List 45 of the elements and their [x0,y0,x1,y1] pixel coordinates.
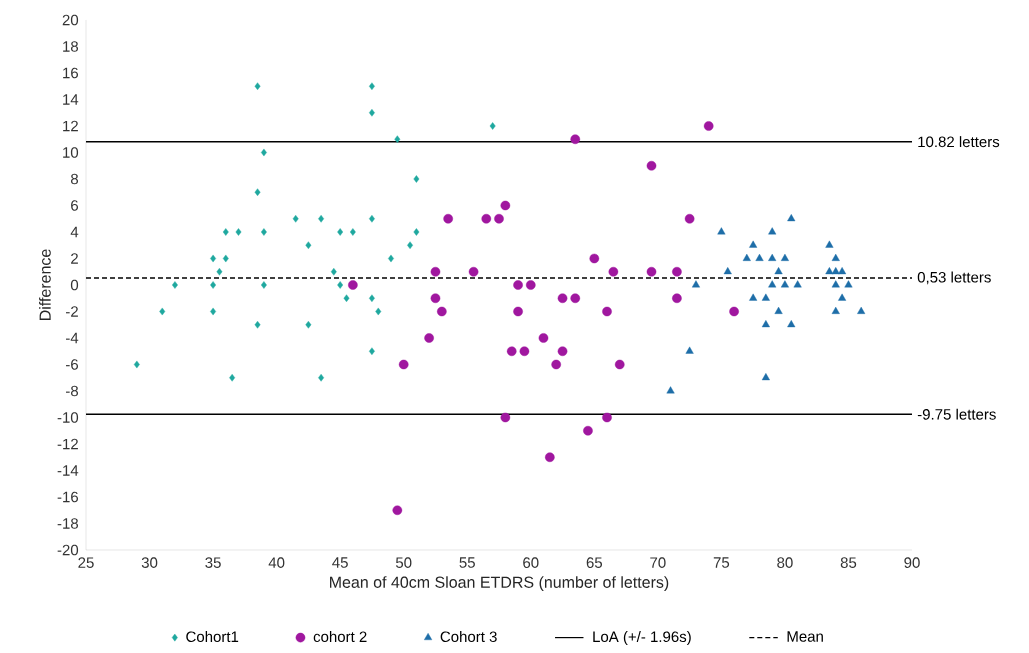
x-tick-label: 45 [332,557,348,568]
y-tick-label: 12 [63,120,78,132]
y-tick-label: 20 [62,14,79,26]
y-tick-label: -4 [66,332,79,344]
y-tick-label: 18 [63,41,79,52]
y-tick-label: -2 [66,306,78,317]
x-tick-label: 40 [268,557,285,568]
x-tick-label: 80 [777,557,793,568]
y-tick-label: 10 [63,147,79,158]
y-tick-label: -12 [57,438,78,450]
y-tick-label: -20 [57,544,79,556]
x-tick-label: 50 [395,557,412,568]
text: LoA (+/- 1.96s) [593,631,691,646]
y-tick-label: 16 [63,67,79,79]
x-tick-label: 65 [586,557,603,568]
y-tick-label: -6 [66,359,79,370]
x-tick-label: 25 [78,557,94,568]
y-tick-label: -18 [57,518,79,529]
legend-label: cohort 2 [313,631,367,643]
y-tick-label: 0 [70,279,79,291]
ref-line-label: -9.75 letters [917,408,996,420]
x-tick-label: 70 [650,557,666,568]
legend-label: Cohort1 [186,631,239,643]
text: Mean [787,631,823,642]
y-tick-label: -10 [57,412,79,423]
ref-line-label: 0,53 letters [917,271,991,285]
ref-line-label: 10.82 letters [918,136,1000,148]
y-tick-label: 14 [63,94,79,105]
y-tick-label: -8 [66,385,79,397]
x-tick-label: 75 [713,557,730,568]
y-tick-label: 2 [71,253,78,264]
x-tick-label: 90 [904,557,920,568]
x-tick-label: 35 [205,557,221,568]
x-tick-label: 55 [459,557,475,568]
y-tick-label: 6 [71,200,79,211]
y-tick-label: -14 [57,465,79,476]
x-tick-label: 85 [840,557,857,568]
y-tick-label: -16 [57,491,79,503]
x-tick-label: 60 [523,557,539,568]
y-tick-label: 8 [70,173,79,185]
x-tick-label: 30 [141,557,158,568]
x-axis-title: Mean of 40cm Sloan ETDRS (number of letters) [330,576,669,592]
y-axis-title: Difference [39,249,51,320]
y-tick-label: 4 [70,226,79,238]
legend-label: Cohort 3 [440,631,497,643]
